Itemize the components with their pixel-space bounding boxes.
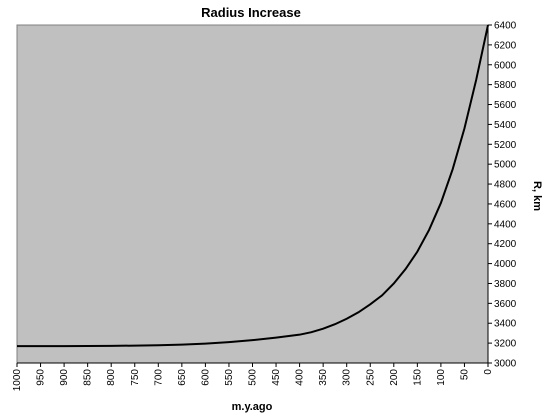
y-tick-label: 3800 (494, 279, 517, 290)
x-tick-label: 350 (318, 369, 329, 386)
y-tick-label: 5600 (494, 100, 517, 111)
y-tick-label: 4400 (494, 219, 517, 230)
y-tick-label: 4000 (494, 259, 517, 270)
x-tick-label: 450 (271, 369, 282, 386)
y-tick-label: 6400 (494, 21, 517, 32)
x-tick-label: 550 (224, 369, 235, 386)
y-axis-label: R, km (531, 181, 543, 211)
y-tick-label: 5800 (494, 80, 517, 91)
x-tick-label: 900 (59, 369, 70, 386)
x-tick-label: 650 (177, 369, 188, 386)
x-tick-label: 850 (83, 369, 94, 386)
series-line (17, 24, 489, 348)
y-tick-label: 3000 (494, 359, 517, 370)
y-tick-label: 4800 (494, 180, 517, 191)
x-tick-label: 950 (36, 369, 47, 386)
x-tick-label: 150 (412, 369, 423, 386)
y-tick-label: 3600 (494, 299, 517, 310)
x-tick-label: 50 (459, 369, 470, 381)
y-tick-label: 5400 (494, 120, 517, 131)
x-tick-label: 800 (106, 369, 117, 386)
chart-title: Radius Increase (201, 5, 301, 20)
y-tick-label: 5200 (494, 140, 517, 151)
x-axis-label: m.y.ago (232, 401, 273, 413)
y-tick-label: 4200 (494, 239, 517, 250)
x-tick-label: 200 (389, 369, 400, 386)
x-tick-label: 700 (153, 369, 164, 386)
x-axis: 1000 950 900 850 800 750 700 650 600 550 500 450 400… (12, 362, 494, 392)
x-tick-label: 100 (436, 369, 447, 386)
y-tick-label: 6000 (494, 60, 517, 71)
x-tick-label: 250 (365, 369, 376, 386)
x-tick-label: 400 (295, 369, 306, 386)
x-tick-label: 500 (248, 369, 259, 386)
y-tick-label: 5000 (494, 160, 517, 171)
y-tick-label: 3400 (494, 319, 517, 330)
x-tick-label: 1000 (12, 369, 23, 392)
x-tick-label: 300 (342, 369, 353, 386)
x-tick-label: 750 (130, 369, 141, 386)
x-tick-label: 600 (200, 369, 211, 386)
y-tick-label: 6200 (494, 40, 517, 51)
y-axis: 3000 3200 3400 3600 3800 4000 4200 4400 4600 4800… (487, 21, 517, 370)
plot-area (16, 24, 489, 364)
y-tick-label: 3200 (494, 339, 517, 350)
y-tick-label: 4600 (494, 199, 517, 210)
x-tick-label: 0 (483, 369, 494, 375)
